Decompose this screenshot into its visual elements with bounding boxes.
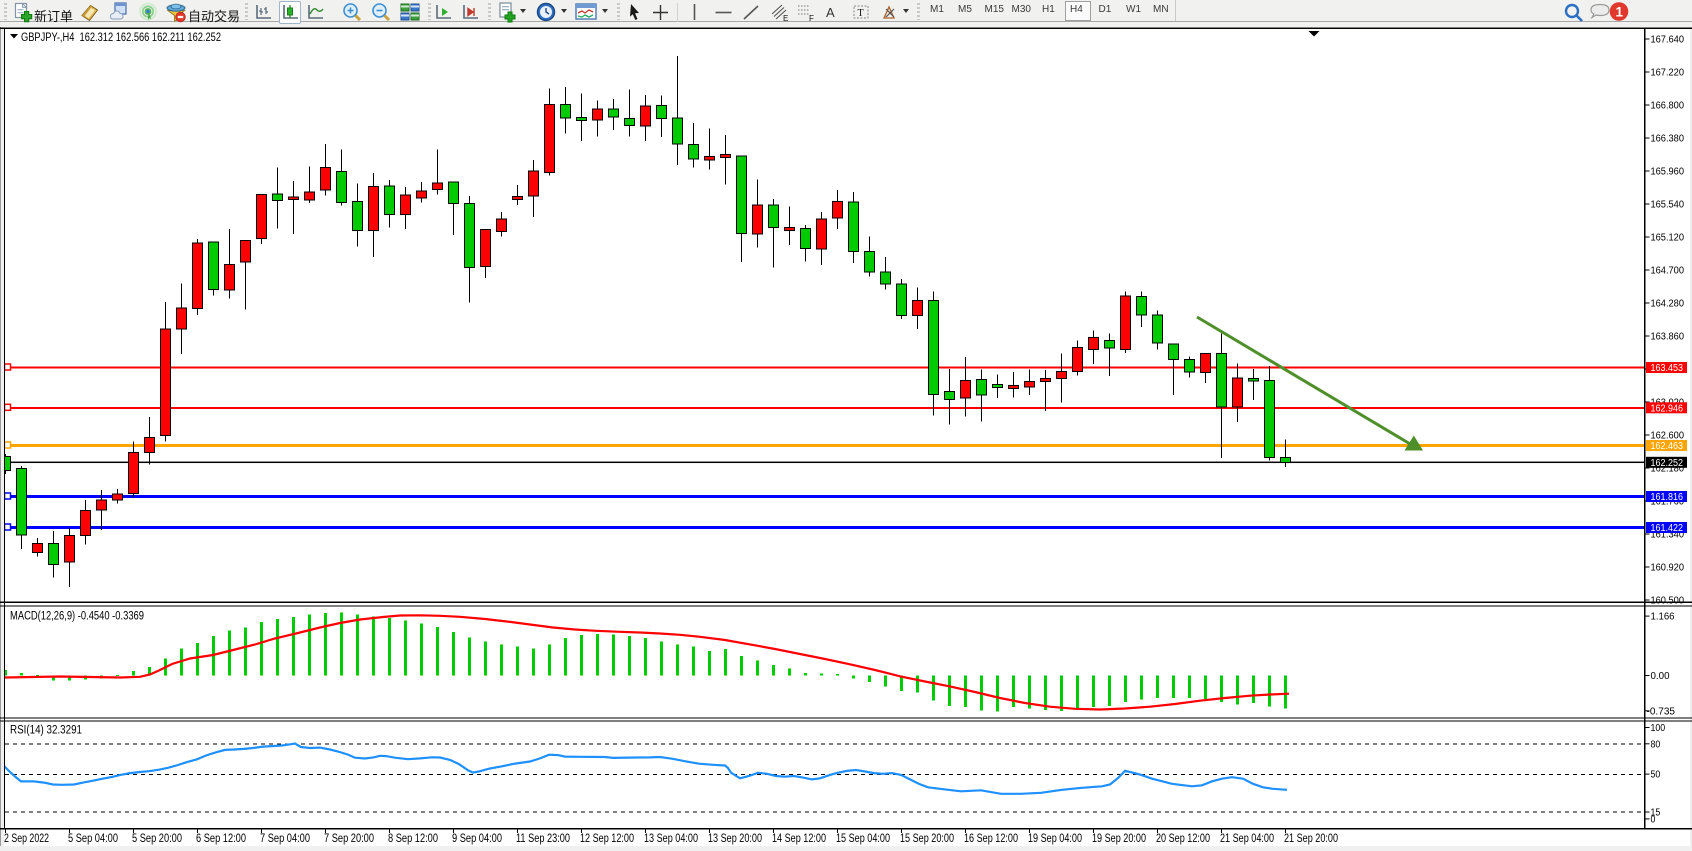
svg-text:162.946: 162.946 — [1651, 403, 1684, 414]
svg-text:15 Sep 20:00: 15 Sep 20:00 — [900, 833, 954, 845]
svg-text:165.960: 165.960 — [1651, 167, 1685, 178]
svg-text:162.252: 162.252 — [1651, 458, 1684, 469]
svg-text:13 Sep 04:00: 13 Sep 04:00 — [644, 833, 698, 845]
svg-text:163.860: 163.860 — [1651, 332, 1685, 343]
svg-text:7 Sep 04:00: 7 Sep 04:00 — [260, 833, 310, 845]
svg-text:160.500: 160.500 — [1651, 596, 1685, 607]
svg-text:19 Sep 04:00: 19 Sep 04:00 — [1028, 833, 1082, 845]
svg-text:21 Sep 04:00: 21 Sep 04:00 — [1220, 833, 1274, 845]
svg-text:164.700: 164.700 — [1651, 266, 1685, 277]
svg-text:50: 50 — [1651, 770, 1661, 781]
svg-text:20 Sep 12:00: 20 Sep 12:00 — [1156, 833, 1210, 845]
svg-text:7 Sep 20:00: 7 Sep 20:00 — [324, 833, 374, 845]
svg-text:16 Sep 12:00: 16 Sep 12:00 — [964, 833, 1018, 845]
svg-text:14 Sep 12:00: 14 Sep 12:00 — [772, 833, 826, 845]
svg-text:2 Sep 2022: 2 Sep 2022 — [4, 833, 49, 845]
svg-text:12 Sep 12:00: 12 Sep 12:00 — [580, 833, 634, 845]
svg-text:5 Sep 20:00: 5 Sep 20:00 — [132, 833, 182, 845]
svg-text:-0.735: -0.735 — [1647, 706, 1676, 717]
svg-text:1.166: 1.166 — [1651, 612, 1675, 623]
svg-text:11 Sep 23:00: 11 Sep 23:00 — [516, 833, 570, 845]
svg-text:165.120: 165.120 — [1651, 233, 1685, 244]
svg-text:0: 0 — [1651, 814, 1656, 825]
svg-text:GBPJPY-,H4 162.312 162.566 16: GBPJPY-,H4 162.312 162.566 162.211 162.2… — [21, 32, 221, 44]
svg-text:8 Sep 12:00: 8 Sep 12:00 — [388, 833, 438, 845]
svg-text:5 Sep 04:00: 5 Sep 04:00 — [68, 833, 118, 845]
svg-text:13 Sep 20:00: 13 Sep 20:00 — [708, 833, 762, 845]
svg-text:164.280: 164.280 — [1651, 299, 1685, 310]
svg-text:165.540: 165.540 — [1651, 200, 1685, 211]
svg-text:162.463: 162.463 — [1651, 441, 1684, 452]
svg-text:80: 80 — [1651, 739, 1661, 750]
svg-text:MACD(12,26,9) -0.4540 -0.3369: MACD(12,26,9) -0.4540 -0.3369 — [10, 611, 144, 623]
svg-text:19 Sep 20:00: 19 Sep 20:00 — [1092, 833, 1146, 845]
svg-text:167.220: 167.220 — [1651, 68, 1685, 79]
svg-text:9 Sep 04:00: 9 Sep 04:00 — [452, 833, 502, 845]
svg-text:6 Sep 12:00: 6 Sep 12:00 — [196, 833, 246, 845]
svg-text:160.920: 160.920 — [1651, 563, 1685, 574]
svg-text:F: F — [809, 14, 814, 23]
svg-text:166.380: 166.380 — [1651, 134, 1685, 145]
svg-text:161.422: 161.422 — [1651, 523, 1684, 534]
svg-text:RSI(14) 32.3291: RSI(14) 32.3291 — [10, 725, 82, 737]
svg-text:21 Sep 20:00: 21 Sep 20:00 — [1284, 833, 1338, 845]
svg-text:15: 15 — [1651, 808, 1661, 819]
svg-text:162.600: 162.600 — [1651, 431, 1685, 442]
svg-text:162.180: 162.180 — [1651, 464, 1685, 475]
svg-text:100: 100 — [1651, 723, 1666, 734]
svg-text:1: 1 — [1616, 5, 1624, 20]
svg-text:163.453: 163.453 — [1651, 363, 1684, 374]
svg-text:15 Sep 04:00: 15 Sep 04:00 — [836, 833, 890, 845]
svg-text:167.640: 167.640 — [1651, 35, 1685, 46]
svg-text:161.340: 161.340 — [1651, 530, 1685, 541]
svg-text:0.00: 0.00 — [1651, 671, 1670, 682]
svg-text:E: E — [783, 14, 788, 23]
svg-text:161.816: 161.816 — [1651, 492, 1684, 503]
svg-text:T: T — [858, 8, 864, 19]
svg-text:166.800: 166.800 — [1651, 101, 1685, 112]
